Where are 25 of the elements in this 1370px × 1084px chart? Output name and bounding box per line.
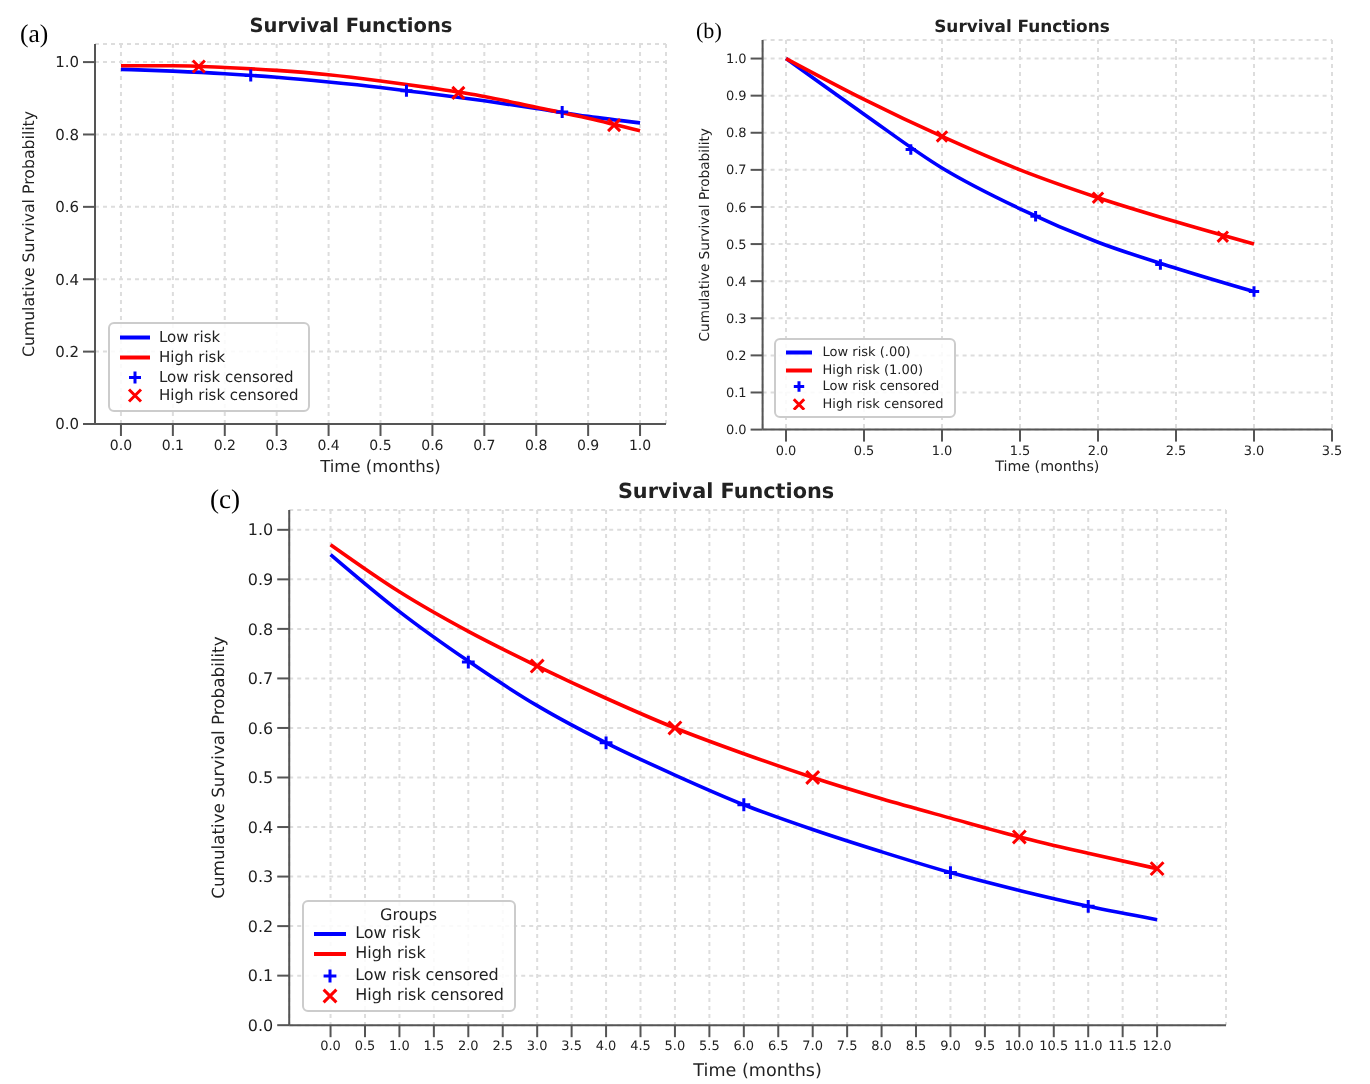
x-axis-title: Time (months) <box>318 456 441 476</box>
legend-label: Low risk censored <box>355 965 499 987</box>
legend-title: Groups <box>378 905 440 924</box>
legend-label: High risk censored <box>355 986 504 1007</box>
y-tick-label: 0.4 <box>247 818 274 837</box>
legend-label: Low risk <box>355 923 421 945</box>
chart-title: Survival Functions <box>249 16 453 38</box>
legend-label: High risk <box>355 944 426 966</box>
text: (c) <box>210 484 241 514</box>
y-tick-label: 0.5 <box>247 768 274 787</box>
text: (a) <box>20 20 49 48</box>
x-axis-title: Time (months) <box>691 1061 822 1082</box>
y-tick-label: 0.8 <box>247 620 274 639</box>
chart-title: Survival Functions <box>934 16 1110 36</box>
y-tick-label: 0.3 <box>247 867 274 886</box>
chart-title: Survival Functions <box>617 480 835 504</box>
y-tick-label: 0.0 <box>247 1016 274 1035</box>
y-tick-label: 0.6 <box>247 719 274 738</box>
y-axis-title: Cumulative Survival Probability <box>207 635 228 899</box>
y-tick-label: 0.1 <box>247 966 274 985</box>
y-tick-label: 0.2 <box>247 917 274 936</box>
y-tick-label: 0.7 <box>247 669 274 688</box>
y-tick-label: 1.0 <box>247 521 274 540</box>
y-tick-label: 0.9 <box>247 570 274 589</box>
text: (b) <box>696 20 722 44</box>
